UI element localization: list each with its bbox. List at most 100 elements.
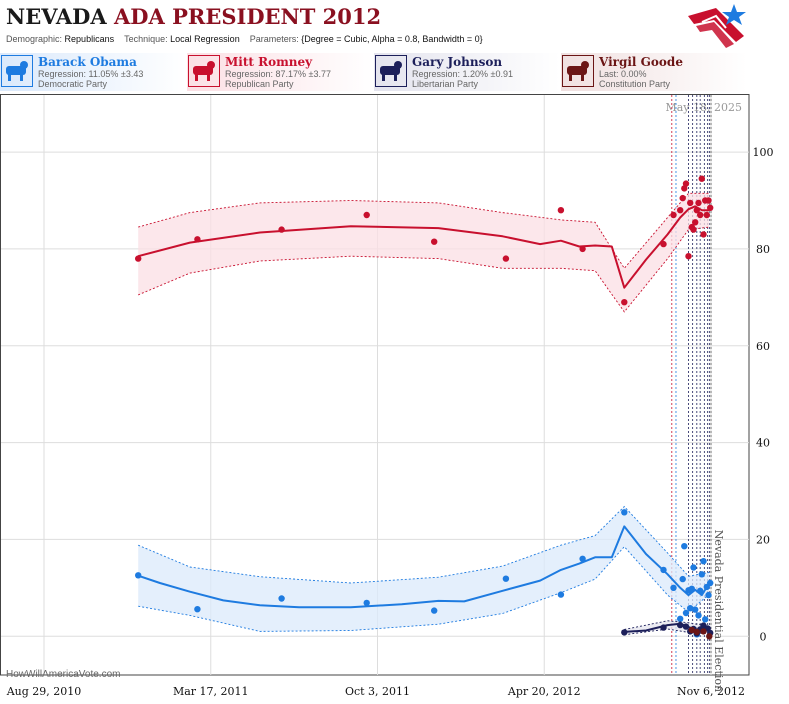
legend-candidate-name: Barack Obama bbox=[38, 55, 137, 69]
mitt-romney-poll-point bbox=[502, 255, 510, 262]
barack-obama-poll-point bbox=[688, 585, 695, 592]
site-logo-icon bbox=[688, 4, 746, 48]
y-tick-label: 60 bbox=[756, 340, 770, 353]
mitt-romney-poll-point bbox=[431, 238, 438, 245]
barack-obama-poll-point bbox=[557, 591, 565, 598]
title-race: ADA PRESIDENT 2012 bbox=[113, 4, 382, 29]
mitt-romney-poll-point bbox=[682, 180, 690, 187]
gary-johnson-poll-point bbox=[621, 629, 628, 636]
x-tick-label: Oct 3, 2011 bbox=[345, 685, 410, 698]
mitt-romney-poll-point bbox=[670, 211, 677, 219]
gary-johnson-lower-bound bbox=[624, 628, 711, 636]
barack-obama-poll-point bbox=[702, 616, 709, 623]
gary-johnson-poll-point bbox=[660, 624, 667, 631]
mitt-romney-poll-point bbox=[557, 207, 565, 214]
mitt-romney-poll-point bbox=[698, 175, 705, 182]
mitt-romney-poll-point bbox=[135, 255, 142, 262]
chart-header: NEVADA ADA PRESIDENT 2012 Demographic: R… bbox=[0, 0, 749, 50]
y-tick-label: 20 bbox=[756, 533, 770, 546]
mitt-romney-poll-point bbox=[681, 185, 688, 192]
barack-obama-poll-point bbox=[679, 575, 686, 583]
legend-candidate-name: Mitt Romney bbox=[225, 55, 313, 69]
barack-obama-poll-point bbox=[681, 543, 688, 550]
barack-obama-poll-point bbox=[690, 564, 697, 571]
election-label: Nevada Presidential Election bbox=[712, 530, 725, 692]
barack-obama-poll-point bbox=[687, 605, 694, 612]
mitt-romney-poll-point bbox=[677, 207, 684, 214]
gary-johnson-poll-point bbox=[677, 621, 684, 629]
page-title: NEVADA ADA PRESIDENT 2012 bbox=[6, 4, 381, 29]
mitt-romney-poll-point bbox=[692, 219, 699, 226]
mitt-romney-poll-point bbox=[693, 207, 700, 214]
legend-candidate-name: Virgil Goode bbox=[599, 55, 683, 69]
barack-obama-poll-point bbox=[194, 606, 201, 613]
barack-obama-poll-point bbox=[660, 566, 667, 574]
barack-obama-poll-point bbox=[697, 587, 704, 594]
mitt-romney-poll-point bbox=[697, 211, 704, 219]
barack-obama-poll-point bbox=[677, 615, 684, 622]
barack-obama-poll-point bbox=[278, 595, 285, 602]
virgil-goode-poll-point bbox=[700, 628, 707, 635]
legend-item-barack-obama: Barack Obama Regression: 11.05% ±3.43 Demo… bbox=[0, 53, 186, 91]
barack-obama-lower-bound bbox=[138, 546, 710, 632]
mitt-romney-confidence-band bbox=[138, 193, 710, 312]
date-label: May 18, 2025 bbox=[665, 101, 742, 114]
y-tick-label: 100 bbox=[753, 146, 774, 159]
virgil-goode-poll-point bbox=[693, 628, 700, 636]
x-tick-label: Nov 6, 2012 bbox=[677, 685, 745, 698]
eagle-icon bbox=[562, 55, 594, 87]
technique-label: Technique: bbox=[124, 34, 168, 44]
barack-obama-poll-point bbox=[431, 607, 438, 614]
mitt-romney-poll-point bbox=[700, 231, 707, 238]
parameters-label: Parameters: bbox=[249, 34, 299, 44]
candidate-legend: Barack Obama Regression: 11.05% ±3.43 Demo… bbox=[0, 53, 749, 93]
legend-candidate-stat: Regression: 11.05% ±3.43 bbox=[38, 69, 144, 79]
legend-candidate-name: Gary Johnson bbox=[412, 55, 503, 69]
x-tick-label: Apr 20, 2012 bbox=[507, 685, 581, 698]
legend-item-gary-johnson: Gary Johnson Regression: 1.20% ±0.91 Liber… bbox=[374, 53, 560, 91]
barack-obama-poll-point bbox=[135, 572, 142, 579]
site-credit: HowWillAmericaVote.com bbox=[6, 669, 121, 680]
demographic-label: Demographic: bbox=[6, 34, 63, 44]
legend-candidate-party: Democratic Party bbox=[38, 79, 108, 89]
elephant-icon bbox=[188, 55, 220, 87]
mitt-romney-poll-point bbox=[705, 197, 712, 204]
barack-obama-poll-point bbox=[621, 509, 628, 516]
barack-obama-poll-point bbox=[700, 558, 707, 565]
mitt-romney-poll-point bbox=[621, 299, 628, 306]
legend-candidate-party: Republican Party bbox=[225, 79, 294, 89]
y-tick-label: 80 bbox=[756, 243, 770, 256]
x-tick-label: Mar 17, 2011 bbox=[173, 685, 249, 698]
mitt-romney-lower-bound bbox=[138, 226, 710, 313]
barack-obama-poll-point bbox=[363, 599, 370, 607]
mitt-romney-poll-point bbox=[660, 240, 667, 248]
title-state: NEVADA bbox=[6, 4, 107, 29]
barack-obama-poll-point bbox=[692, 606, 699, 613]
plot-frame bbox=[0, 94, 750, 676]
mitt-romney-poll-point bbox=[579, 245, 586, 253]
y-tick-label: 40 bbox=[756, 437, 770, 450]
mitt-romney-poll-point bbox=[690, 226, 697, 233]
mitt-romney-poll-point bbox=[278, 226, 285, 233]
demographic-value: Republicans bbox=[64, 34, 115, 44]
poll-chart: Aug 29, 2010 Mar 17, 2011 Oct 3, 2011 Apr 2… bbox=[0, 94, 774, 698]
mitt-romney-trend-line bbox=[137, 205, 710, 289]
barack-obama-poll-point bbox=[670, 584, 677, 591]
barack-obama-poll-point bbox=[705, 591, 712, 599]
y-tick-label: 0 bbox=[760, 630, 767, 643]
parameter-line: Demographic: Republicans Technique: Loca… bbox=[6, 34, 483, 44]
mitt-romney-poll-point bbox=[194, 236, 201, 243]
mitt-romney-poll-point bbox=[687, 199, 694, 207]
barack-obama-poll-point bbox=[682, 609, 690, 617]
virgil-goode-poll-point bbox=[688, 626, 695, 634]
barack-obama-poll-point bbox=[695, 612, 702, 619]
parameters-value: {Degree = Cubic, Alpha = 0.8, Bandwidth … bbox=[301, 34, 483, 44]
legend-item-mitt-romney: Mitt Romney Regression: 87.17% ±3.77 Repub… bbox=[187, 53, 373, 91]
legend-candidate-stat: Last: 0.00% bbox=[599, 69, 647, 79]
gary-johnson-poll-point bbox=[682, 623, 690, 630]
barack-obama-poll-point bbox=[502, 575, 510, 582]
legend-candidate-stat: Regression: 1.20% ±0.91 bbox=[412, 69, 513, 79]
mitt-romney-poll-point bbox=[363, 211, 370, 219]
mitt-romney-poll-point bbox=[685, 253, 692, 260]
barack-obama-poll-point bbox=[579, 555, 586, 562]
